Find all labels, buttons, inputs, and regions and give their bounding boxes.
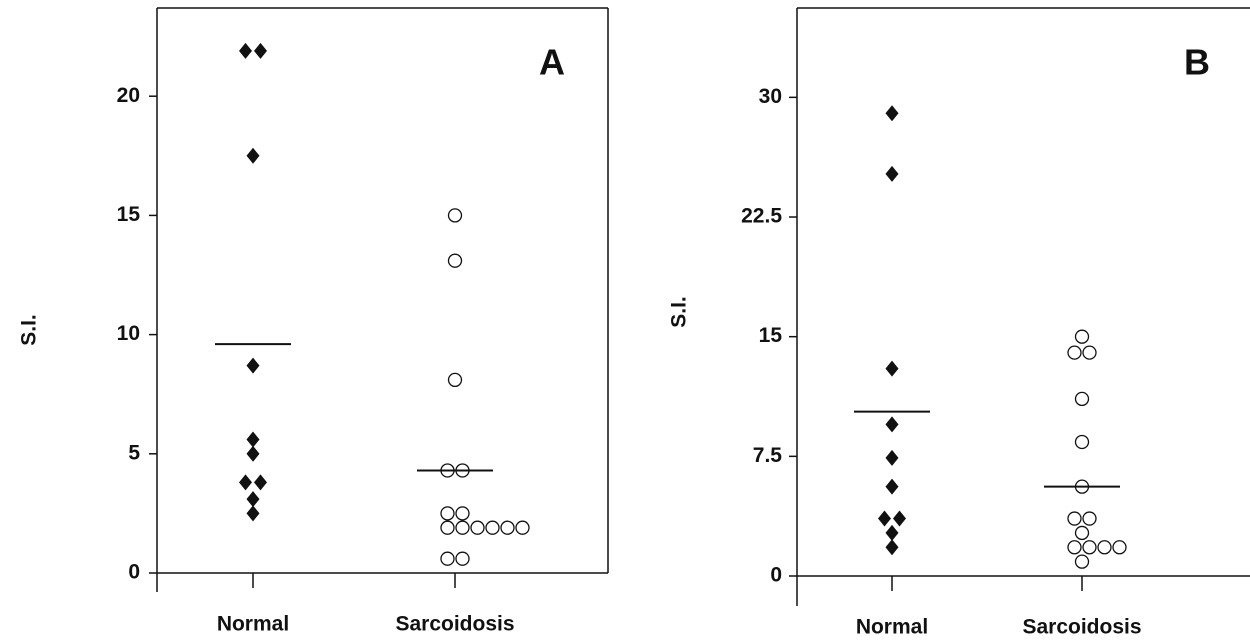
data-point: [1067, 511, 1082, 526]
data-point: [246, 357, 260, 374]
x-tick-label: Sarcoidosis: [395, 613, 514, 636]
data-point: [885, 478, 899, 495]
y-tick-label: 0: [128, 561, 140, 584]
data-point: [470, 520, 485, 535]
y-tick-label: 20: [117, 84, 140, 107]
panel-label: A: [539, 42, 565, 83]
data-point: [1112, 540, 1127, 555]
y-axis-label: S.I.: [18, 314, 41, 346]
data-point: [885, 165, 899, 182]
y-tick-label: 15: [117, 203, 141, 226]
data-point: [455, 551, 470, 566]
data-point: [1074, 434, 1090, 450]
data-point: [1067, 345, 1082, 360]
data-point: [455, 506, 470, 521]
x-tick-label: Normal: [856, 616, 928, 639]
data-point: [1082, 511, 1097, 526]
data-point: [447, 372, 463, 388]
y-tick-label: 15: [759, 324, 783, 347]
data-point: [246, 491, 260, 508]
data-point: [885, 539, 899, 556]
data-point: [447, 208, 463, 223]
data-point: [885, 449, 899, 466]
y-tick-label: 7.5: [753, 444, 783, 467]
data-point: [246, 431, 260, 448]
y-axis-label: S.I.: [668, 296, 691, 328]
data-point: [246, 147, 260, 164]
y-tick-label: 30: [759, 85, 782, 108]
data-point: [885, 105, 899, 122]
data-point: [1097, 540, 1112, 555]
data-point: [500, 520, 515, 535]
data-point: [246, 505, 260, 522]
data-point: [885, 524, 899, 541]
data-point: [440, 506, 455, 521]
data-point: [1082, 540, 1097, 555]
data-point: [1074, 391, 1090, 407]
data-point: [254, 42, 267, 59]
data-point: [455, 520, 470, 535]
data-point: [515, 520, 530, 535]
data-point: [1074, 554, 1090, 569]
data-point: [1074, 525, 1090, 541]
y-tick-label: 0: [770, 564, 782, 587]
data-point: [1082, 345, 1097, 360]
data-point: [885, 360, 899, 377]
panel-label: B: [1184, 42, 1210, 83]
data-point: [485, 520, 500, 535]
y-tick-label: 5: [128, 441, 140, 464]
data-point: [440, 551, 455, 566]
data-point: [1074, 329, 1090, 344]
data-point: [893, 510, 906, 527]
y-tick-label: 10: [117, 322, 140, 345]
data-point: [1067, 540, 1082, 555]
x-tick-label: Sarcoidosis: [1022, 616, 1141, 639]
y-tick-label: 22.5: [741, 205, 782, 228]
data-point: [254, 474, 267, 491]
data-point: [239, 474, 252, 491]
data-point: [246, 445, 260, 462]
data-point: [878, 510, 891, 527]
data-point: [440, 520, 455, 535]
data-point: [239, 42, 252, 59]
x-tick-label: Normal: [217, 613, 289, 636]
data-point: [885, 416, 899, 433]
data-point: [447, 253, 463, 268]
